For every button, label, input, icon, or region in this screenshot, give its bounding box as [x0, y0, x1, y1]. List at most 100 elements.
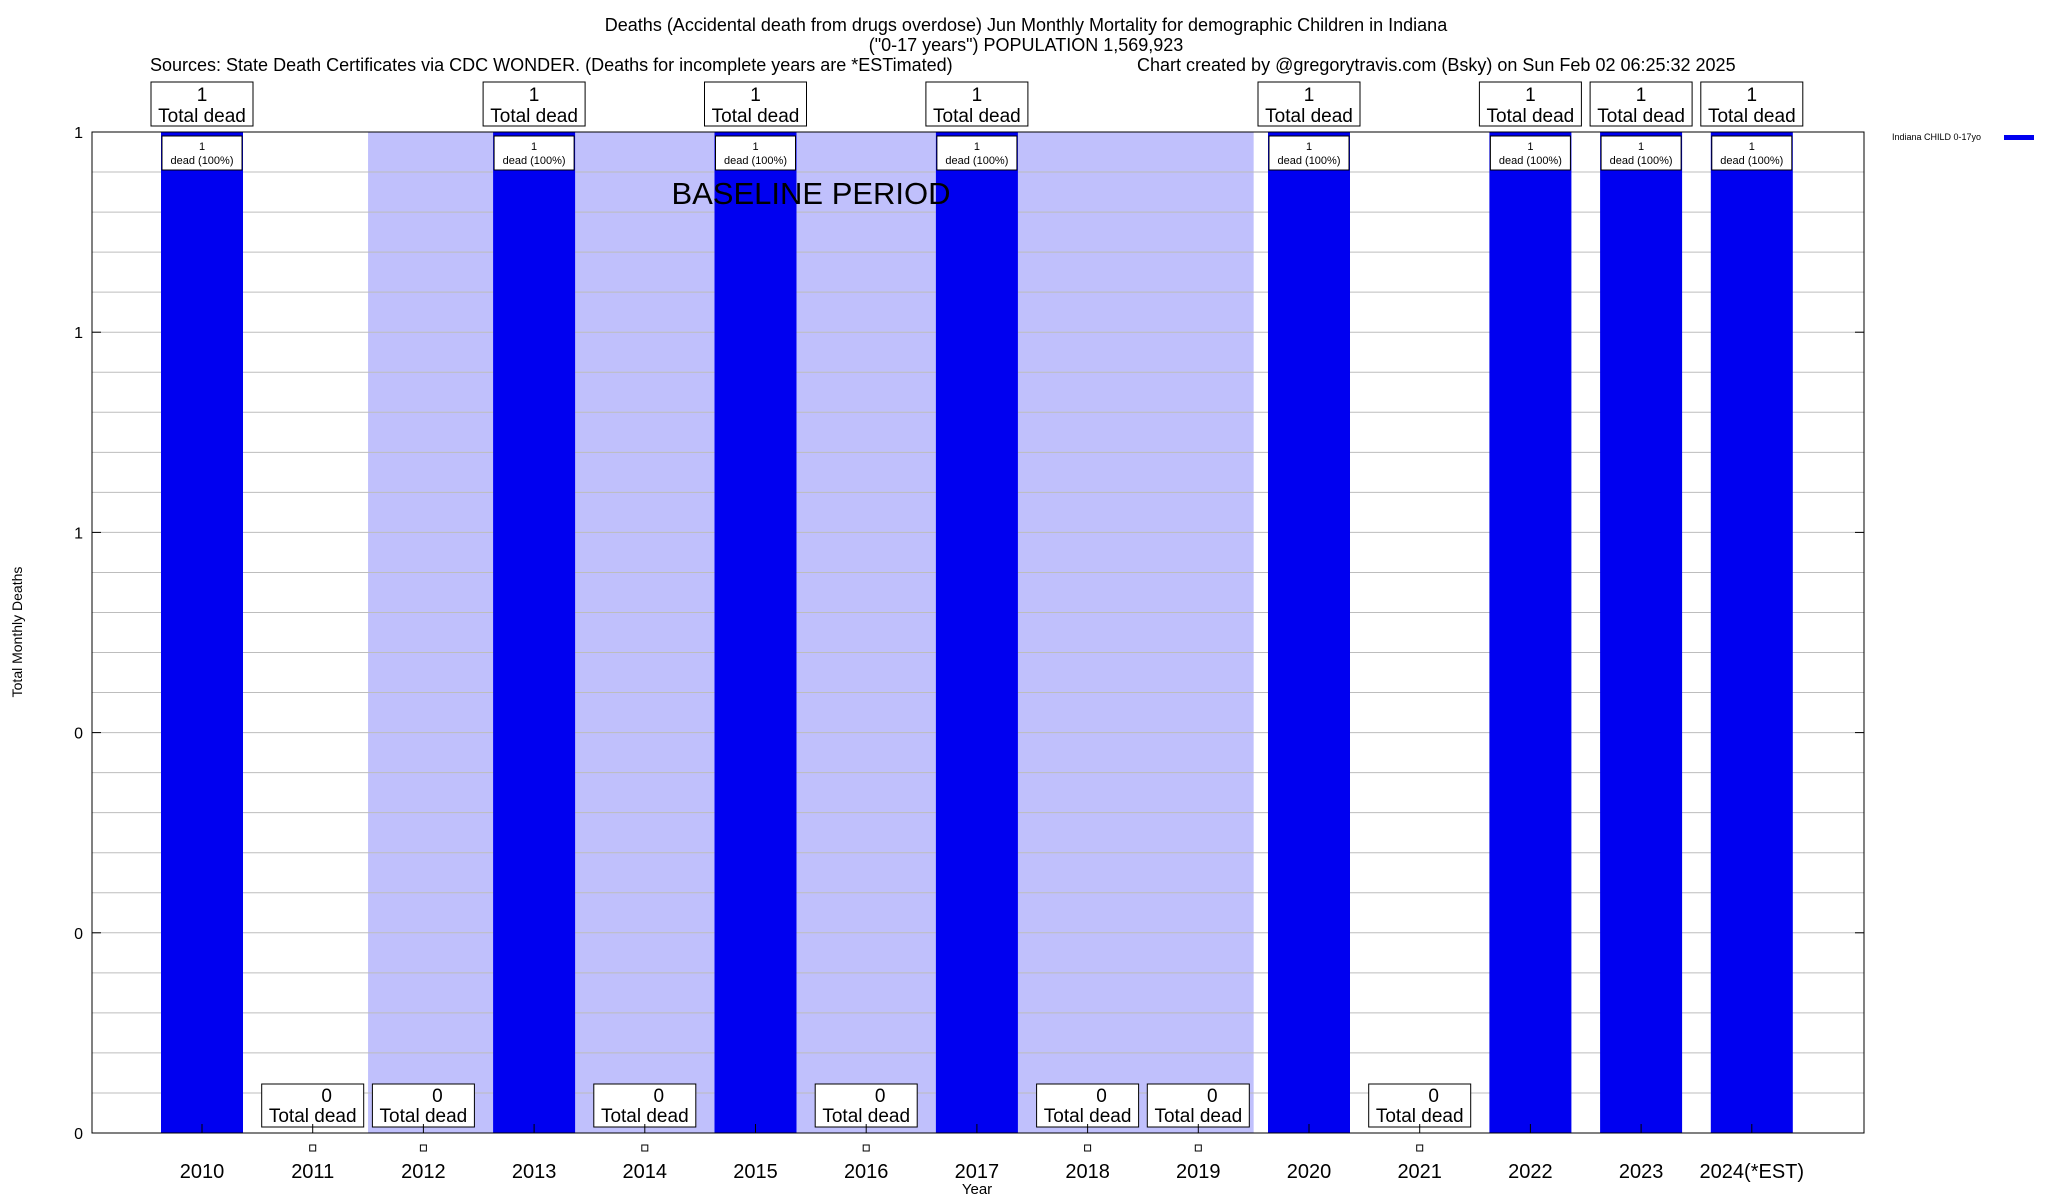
inner-label-text: dead (100%) — [945, 155, 1008, 167]
zero-marker — [862, 1144, 870, 1152]
x-tick-label: 2016 — [844, 1161, 889, 1183]
total-label-value: 1 — [529, 85, 540, 106]
y-axis-label: Total Monthly Deaths — [9, 567, 25, 698]
chart-title-line-1: Deaths (Accidental death from drugs over… — [605, 15, 1448, 35]
x-tick-label: 2010 — [180, 1161, 225, 1183]
total-label-box — [150, 81, 254, 127]
inner-label-value: 1 — [1306, 141, 1312, 153]
baseline-period-label: BASELINE PERIOD — [671, 176, 950, 211]
total-label-value: 1 — [1304, 85, 1315, 106]
inner-label-value: 1 — [531, 141, 537, 153]
bar-2017 — [935, 132, 1018, 1133]
x-axis-label: Year — [962, 1181, 992, 1198]
total-label-value: 1 — [1636, 85, 1647, 106]
total-label-value: 0 — [432, 1086, 443, 1107]
inner-label-text: dead (100%) — [171, 155, 234, 167]
y-tick-label: 0 — [74, 926, 83, 943]
zero-marker — [1416, 1144, 1424, 1152]
total-label-text: Total dead — [1044, 1106, 1132, 1127]
bar-2013 — [493, 132, 576, 1133]
y-tick-label: 1 — [74, 125, 83, 142]
y-tick-label: 0 — [74, 1126, 83, 1143]
inner-label-box — [1489, 135, 1571, 171]
total-label-box — [814, 1083, 918, 1128]
total-label-box — [1036, 1083, 1140, 1128]
total-label-text: Total dead — [933, 106, 1021, 127]
x-tick-label: 2020 — [1287, 1161, 1332, 1183]
total-label-text: Total dead — [822, 1106, 910, 1127]
zero-marker — [419, 1144, 427, 1152]
bar-2024(*EST) — [1710, 132, 1793, 1133]
inner-label-box — [936, 135, 1018, 171]
total-label-value: 0 — [654, 1086, 665, 1107]
total-label-text: Total dead — [1265, 106, 1353, 127]
total-label-text: Total dead — [158, 106, 246, 127]
y-tick-label: 0 — [74, 726, 83, 743]
inner-label-text: dead (100%) — [503, 155, 566, 167]
total-label-text: Total dead — [712, 106, 800, 127]
x-tick-label: 2017 — [955, 1161, 1000, 1183]
total-label-text: Total dead — [1376, 1106, 1464, 1127]
total-label-text: Total dead — [601, 1106, 689, 1127]
total-label-box — [482, 81, 586, 127]
chart-title-line-2: ("0-17 years") POPULATION 1,569,923 — [869, 35, 1184, 55]
total-label-value: 1 — [972, 85, 983, 106]
total-label-text: Total dead — [1154, 1106, 1242, 1127]
total-label-box — [261, 1083, 365, 1128]
x-tick-label: 2015 — [733, 1161, 778, 1183]
total-label-value: 0 — [321, 1086, 332, 1107]
x-tick-label: 2021 — [1397, 1161, 1442, 1183]
inner-label-text: dead (100%) — [1720, 155, 1783, 167]
total-label-box — [1146, 1083, 1250, 1128]
credit-text: Chart created by @gregorytravis.com (Bsk… — [1137, 55, 1736, 75]
x-tick-label: 2011 — [291, 1161, 334, 1183]
inner-label-box — [1711, 135, 1793, 171]
inner-label-value: 1 — [1638, 141, 1644, 153]
zero-marker — [1194, 1144, 1202, 1152]
inner-label-value: 1 — [1527, 141, 1533, 153]
total-label-value: 0 — [1096, 1086, 1107, 1107]
x-tick-label: 2013 — [512, 1161, 557, 1183]
legend-swatch — [2004, 135, 2034, 140]
x-tick-label: 2018 — [1065, 1161, 1110, 1183]
x-tick-label: 2023 — [1619, 1161, 1664, 1183]
x-tick-label: 2014 — [623, 1161, 668, 1183]
inner-label-box — [161, 135, 243, 171]
legend-label: Indiana CHILD 0-17yo — [1892, 132, 1981, 142]
total-label-value: 0 — [875, 1086, 886, 1107]
y-tick-label: 1 — [74, 325, 83, 342]
total-label-value: 0 — [1207, 1086, 1218, 1107]
y-tick-label: 1 — [74, 525, 83, 542]
bar-2022 — [1489, 132, 1572, 1133]
inner-label-text: dead (100%) — [1499, 155, 1562, 167]
inner-label-value: 1 — [1749, 141, 1755, 153]
total-label-text: Total dead — [1487, 106, 1575, 127]
bar-2010 — [161, 132, 243, 1133]
total-label-box — [1589, 81, 1693, 127]
x-tick-label: 2019 — [1176, 1161, 1221, 1183]
inner-label-text: dead (100%) — [724, 155, 787, 167]
total-label-text: Total dead — [1597, 106, 1685, 127]
total-label-box — [593, 1083, 697, 1128]
total-label-box — [1257, 81, 1361, 127]
inner-label-box — [715, 135, 796, 171]
zero-marker — [641, 1144, 649, 1152]
total-label-value: 1 — [197, 85, 208, 106]
total-label-value: 1 — [1747, 85, 1758, 106]
inner-label-box — [493, 135, 575, 171]
total-label-box — [1700, 81, 1804, 127]
total-label-box — [704, 81, 807, 127]
total-label-box — [925, 81, 1029, 127]
inner-label-value: 1 — [974, 141, 980, 153]
inner-label-box — [1268, 135, 1350, 171]
inner-label-text: dead (100%) — [1610, 155, 1673, 167]
sources-text: Sources: State Death Certificates via CD… — [150, 55, 953, 75]
total-label-value: 1 — [750, 85, 761, 106]
total-label-box — [371, 1083, 475, 1128]
inner-label-box — [1600, 135, 1682, 171]
total-label-box — [1368, 1083, 1472, 1128]
total-label-value: 0 — [1428, 1086, 1439, 1107]
total-label-text: Total dead — [380, 1106, 468, 1127]
bar-2023 — [1600, 132, 1683, 1133]
